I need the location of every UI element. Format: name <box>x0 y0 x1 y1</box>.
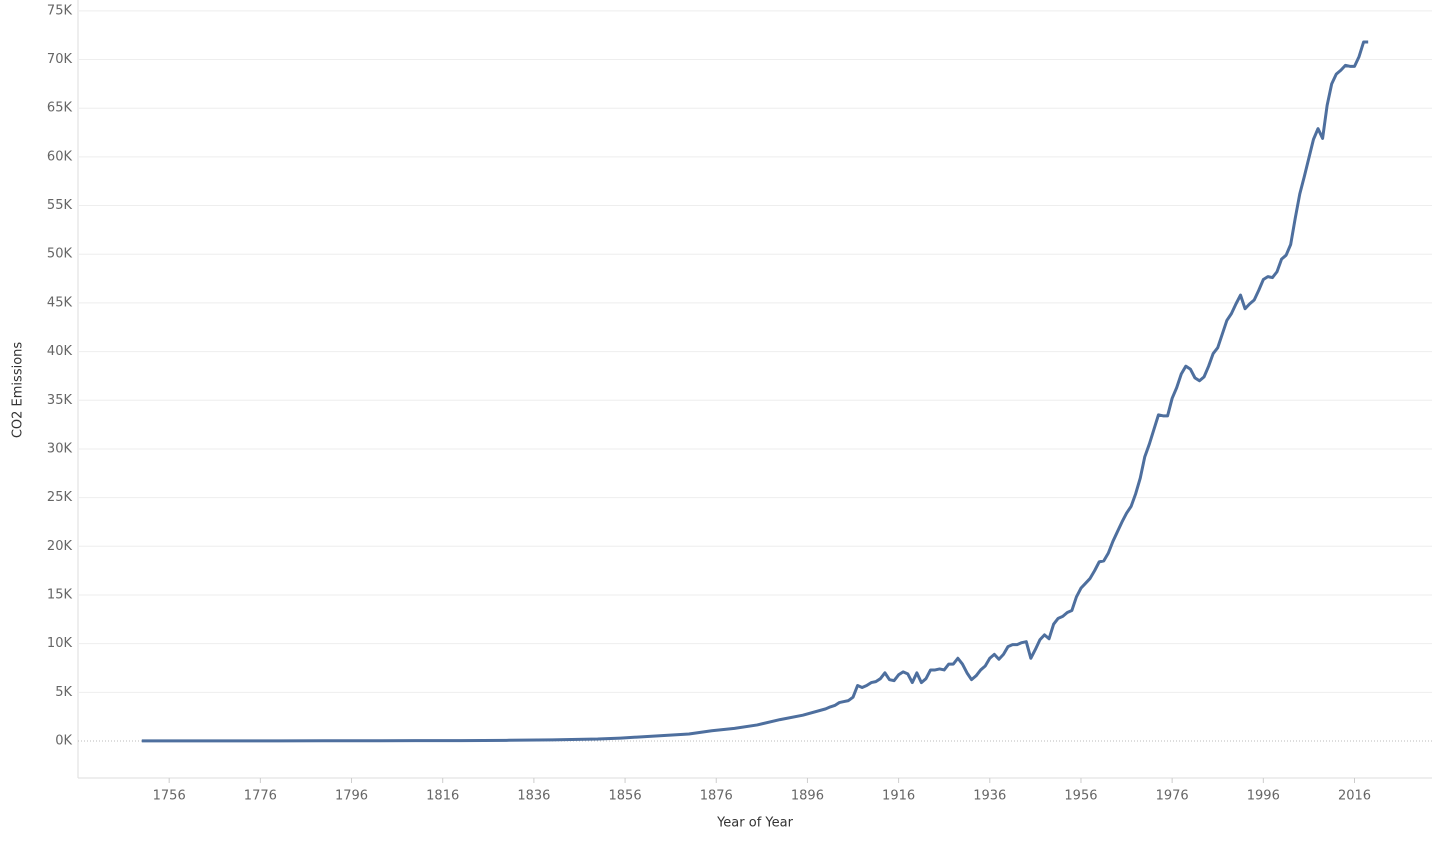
y-tick-label: 55K <box>47 198 73 213</box>
x-axis-title: Year of Year <box>716 816 793 831</box>
x-tick-label: 1956 <box>1064 789 1097 804</box>
data-line <box>141 40 1369 743</box>
x-tick-label: 1936 <box>973 789 1006 804</box>
x-tick-label: 1816 <box>426 789 459 804</box>
y-tick-label: 10K <box>47 636 73 651</box>
x-tick-label: 1836 <box>517 789 550 804</box>
y-tick-label: 20K <box>47 539 73 554</box>
y-tick-label: 75K <box>47 3 73 18</box>
y-tick-label: 35K <box>47 393 73 408</box>
y-axis-title: CO2 Emissions <box>11 342 26 439</box>
y-tick-label: 65K <box>47 101 73 116</box>
x-tick-label: 1996 <box>1247 789 1280 804</box>
x-tick-label: 1776 <box>244 789 277 804</box>
x-tick-label: 1916 <box>882 789 915 804</box>
y-tick-label: 45K <box>47 295 73 310</box>
x-tick-label: 2016 <box>1338 789 1371 804</box>
y-tick-label: 40K <box>47 344 73 359</box>
y-tick-label: 15K <box>47 587 73 602</box>
y-tick-label: 25K <box>47 490 73 505</box>
y-tick-label: 0K <box>55 734 72 749</box>
x-tick-label: 1756 <box>153 789 186 804</box>
x-tick-label: 1976 <box>1156 789 1189 804</box>
y-tick-label: 60K <box>47 149 73 164</box>
y-tick-label: 50K <box>47 247 73 262</box>
y-tick-label: 5K <box>55 685 72 700</box>
x-tick-label: 1876 <box>700 789 733 804</box>
x-tick-label: 1896 <box>791 789 824 804</box>
x-tick-label: 1856 <box>609 789 642 804</box>
x-tick-label: 1796 <box>335 789 368 804</box>
y-tick-label: 30K <box>47 441 73 456</box>
y-tick-label: 70K <box>47 52 73 67</box>
